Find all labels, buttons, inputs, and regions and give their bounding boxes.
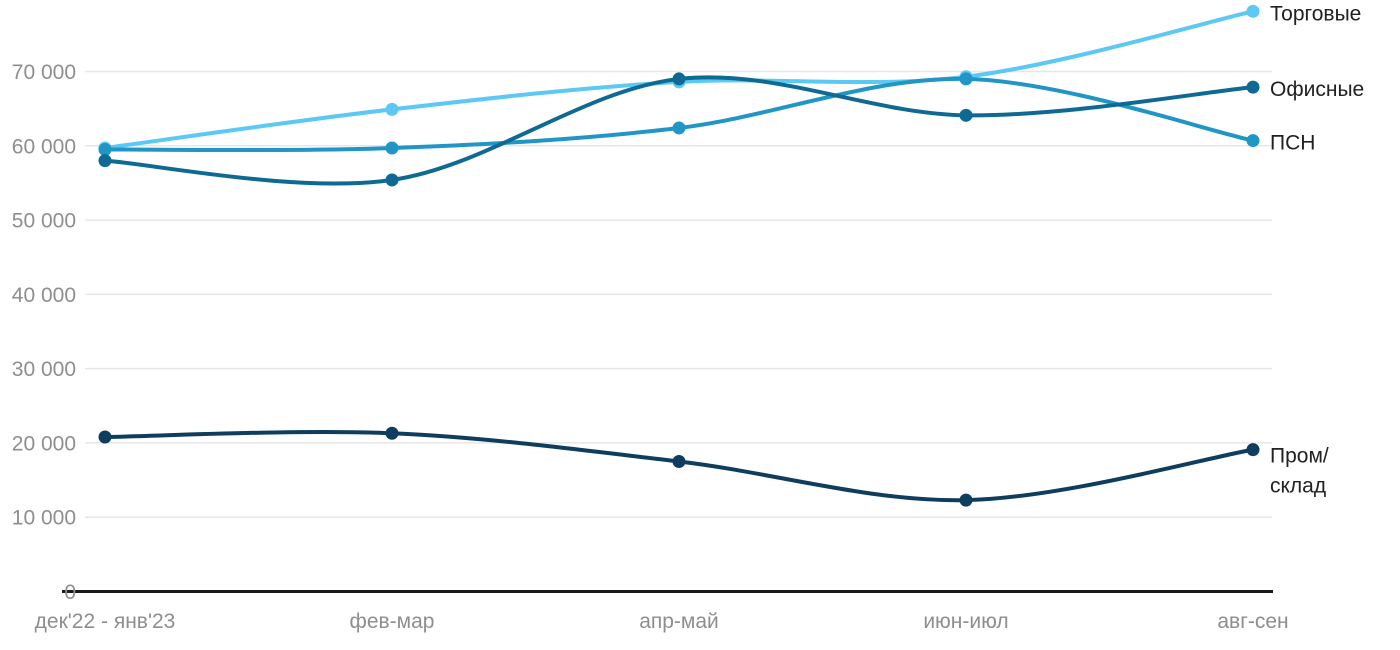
psn-point[interactable] bbox=[672, 121, 686, 135]
y-tick-label: 60 000 bbox=[12, 135, 76, 158]
industrial-legend-label: Пром/склад bbox=[1270, 445, 1329, 498]
y-tick-label: 10 000 bbox=[12, 507, 76, 530]
industrial-point[interactable] bbox=[672, 454, 686, 468]
industrial-legend-line: склад bbox=[1270, 475, 1326, 498]
office-series bbox=[98, 72, 1260, 187]
y-tick-label: 70 000 bbox=[12, 61, 76, 84]
office-point[interactable] bbox=[1246, 80, 1260, 94]
psn-legend-label: ПСН bbox=[1270, 132, 1315, 155]
x-tick-label: фев-мар bbox=[350, 610, 435, 633]
industrial-series bbox=[98, 426, 1260, 507]
series-group bbox=[98, 4, 1260, 507]
office-point[interactable] bbox=[385, 173, 399, 187]
legend-labels-group: Торговые Офисные ПСН Пром/склад bbox=[1270, 2, 1364, 497]
x-tick-label: апр-май bbox=[639, 610, 719, 633]
y-tick-label: 30 000 bbox=[12, 358, 76, 381]
office-point[interactable] bbox=[959, 108, 973, 122]
industrial-legend-line: Пром/ bbox=[1270, 445, 1329, 468]
office-point[interactable] bbox=[98, 154, 112, 168]
office-point[interactable] bbox=[672, 72, 686, 86]
y-tick-label: 20 000 bbox=[12, 432, 76, 455]
industrial-point[interactable] bbox=[959, 493, 973, 507]
y-axis-labels-group: 0 10 000 20 000 30 000 40 000 50 000 60 000 70 … bbox=[12, 61, 76, 604]
psn-series bbox=[98, 72, 1260, 156]
x-tick-label: авг-сен bbox=[1217, 610, 1288, 633]
industrial-point[interactable] bbox=[1246, 443, 1260, 457]
x-tick-label: июн-июл bbox=[923, 610, 1008, 633]
y-tick-label: 40 000 bbox=[12, 284, 76, 307]
retail-point[interactable] bbox=[1246, 4, 1260, 18]
retail-legend-label: Торговые bbox=[1270, 2, 1361, 25]
psn-point[interactable] bbox=[98, 142, 112, 156]
office-legend-label: Офисные bbox=[1270, 78, 1364, 101]
x-tick-label: дек'22 - янв'23 bbox=[35, 610, 176, 633]
psn-point[interactable] bbox=[385, 141, 399, 155]
y-tick-label: 50 000 bbox=[12, 210, 76, 233]
psn-point[interactable] bbox=[1246, 134, 1260, 148]
y-tick-label: 0 bbox=[64, 581, 76, 604]
industrial-point[interactable] bbox=[385, 426, 399, 440]
gridlines-group bbox=[62, 70, 1273, 593]
x-axis-labels-group: дек'22 - янв'23 фев-мар апр-май июн-июл авг-… bbox=[35, 610, 1289, 633]
psn-point[interactable] bbox=[959, 72, 973, 86]
psn-line[interactable] bbox=[103, 76, 1255, 153]
retail-point[interactable] bbox=[385, 102, 399, 116]
industrial-point[interactable] bbox=[98, 430, 112, 444]
